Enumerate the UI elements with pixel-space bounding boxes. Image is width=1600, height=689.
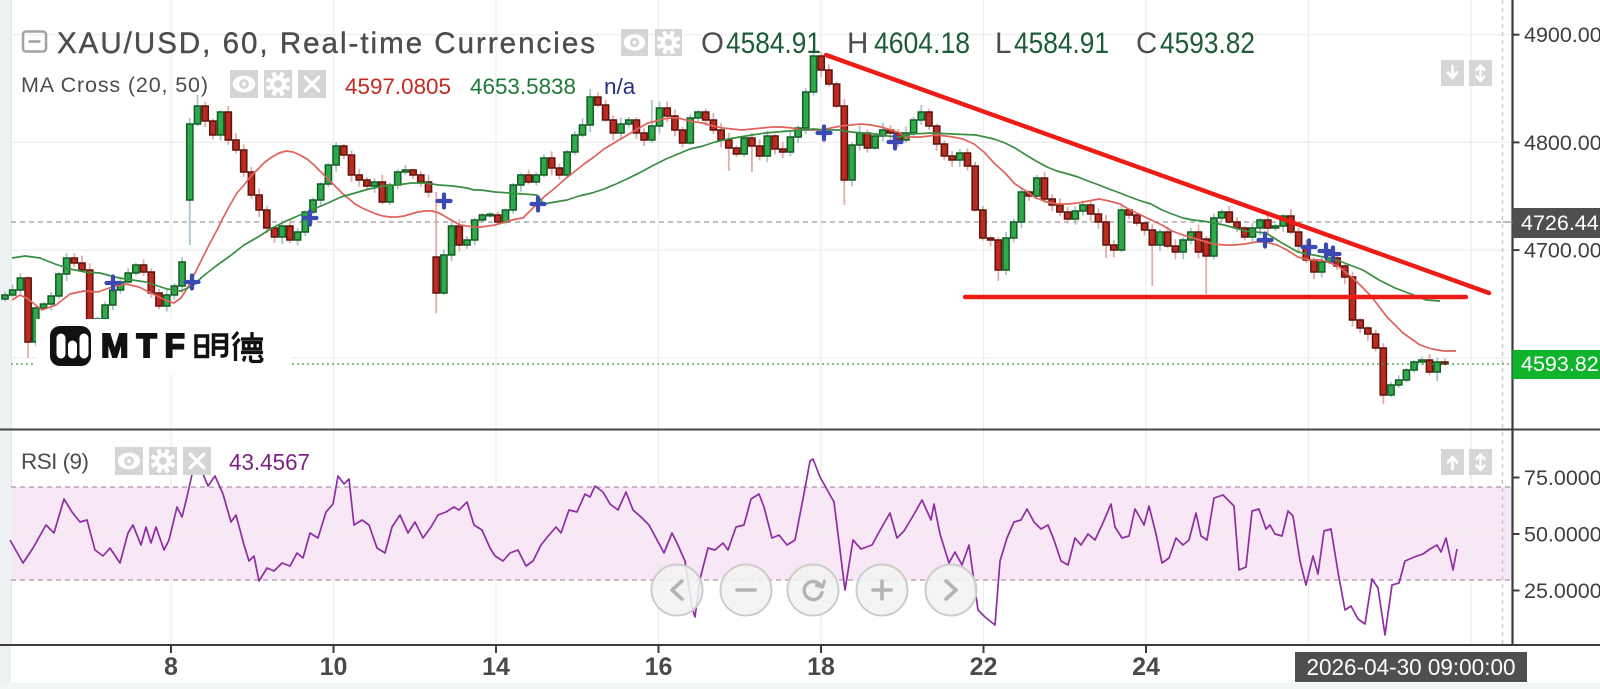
svg-text:XAU/USD, 60, Real-time Currenc: XAU/USD, 60, Real-time Currencies bbox=[57, 27, 595, 60]
svg-text:4726.44: 4726.44 bbox=[1521, 211, 1599, 235]
svg-text:16: 16 bbox=[645, 653, 673, 681]
svg-text:75.0000: 75.0000 bbox=[1524, 466, 1600, 490]
svg-text:H: H bbox=[847, 27, 868, 60]
svg-text:4584.91: 4584.91 bbox=[1014, 27, 1109, 60]
svg-text:C: C bbox=[1136, 27, 1157, 60]
svg-text:10: 10 bbox=[320, 653, 348, 681]
svg-text:L: L bbox=[995, 27, 1011, 60]
svg-text:25.0000: 25.0000 bbox=[1524, 579, 1600, 603]
svg-text:4900.00: 4900.00 bbox=[1524, 23, 1600, 47]
svg-text:O: O bbox=[701, 27, 724, 60]
svg-text:8: 8 bbox=[164, 653, 178, 681]
svg-text:4584.91: 4584.91 bbox=[726, 27, 821, 60]
svg-text:4653.5838: 4653.5838 bbox=[470, 74, 576, 99]
svg-text:22: 22 bbox=[970, 653, 998, 681]
svg-text:24: 24 bbox=[1132, 653, 1160, 681]
svg-text:4800.00: 4800.00 bbox=[1524, 131, 1600, 155]
svg-text:14: 14 bbox=[482, 653, 510, 681]
svg-text:RSI (9): RSI (9) bbox=[21, 449, 89, 474]
svg-text:MTF: MTF bbox=[101, 327, 193, 364]
svg-text:50.0000: 50.0000 bbox=[1524, 523, 1600, 547]
svg-text:2026-04-30 09:00:00: 2026-04-30 09:00:00 bbox=[1307, 654, 1516, 680]
svg-text:4597.0805: 4597.0805 bbox=[345, 74, 451, 99]
svg-text:43.4567: 43.4567 bbox=[229, 449, 310, 475]
svg-text:4604.18: 4604.18 bbox=[874, 27, 970, 60]
svg-text:n/a: n/a bbox=[604, 74, 636, 99]
svg-text:MA Cross (20, 50): MA Cross (20, 50) bbox=[21, 73, 208, 97]
svg-text:4593.82: 4593.82 bbox=[1521, 352, 1599, 376]
svg-text:4700.00: 4700.00 bbox=[1524, 239, 1600, 263]
svg-text:4593.82: 4593.82 bbox=[1160, 27, 1255, 60]
svg-text:18: 18 bbox=[807, 653, 835, 681]
